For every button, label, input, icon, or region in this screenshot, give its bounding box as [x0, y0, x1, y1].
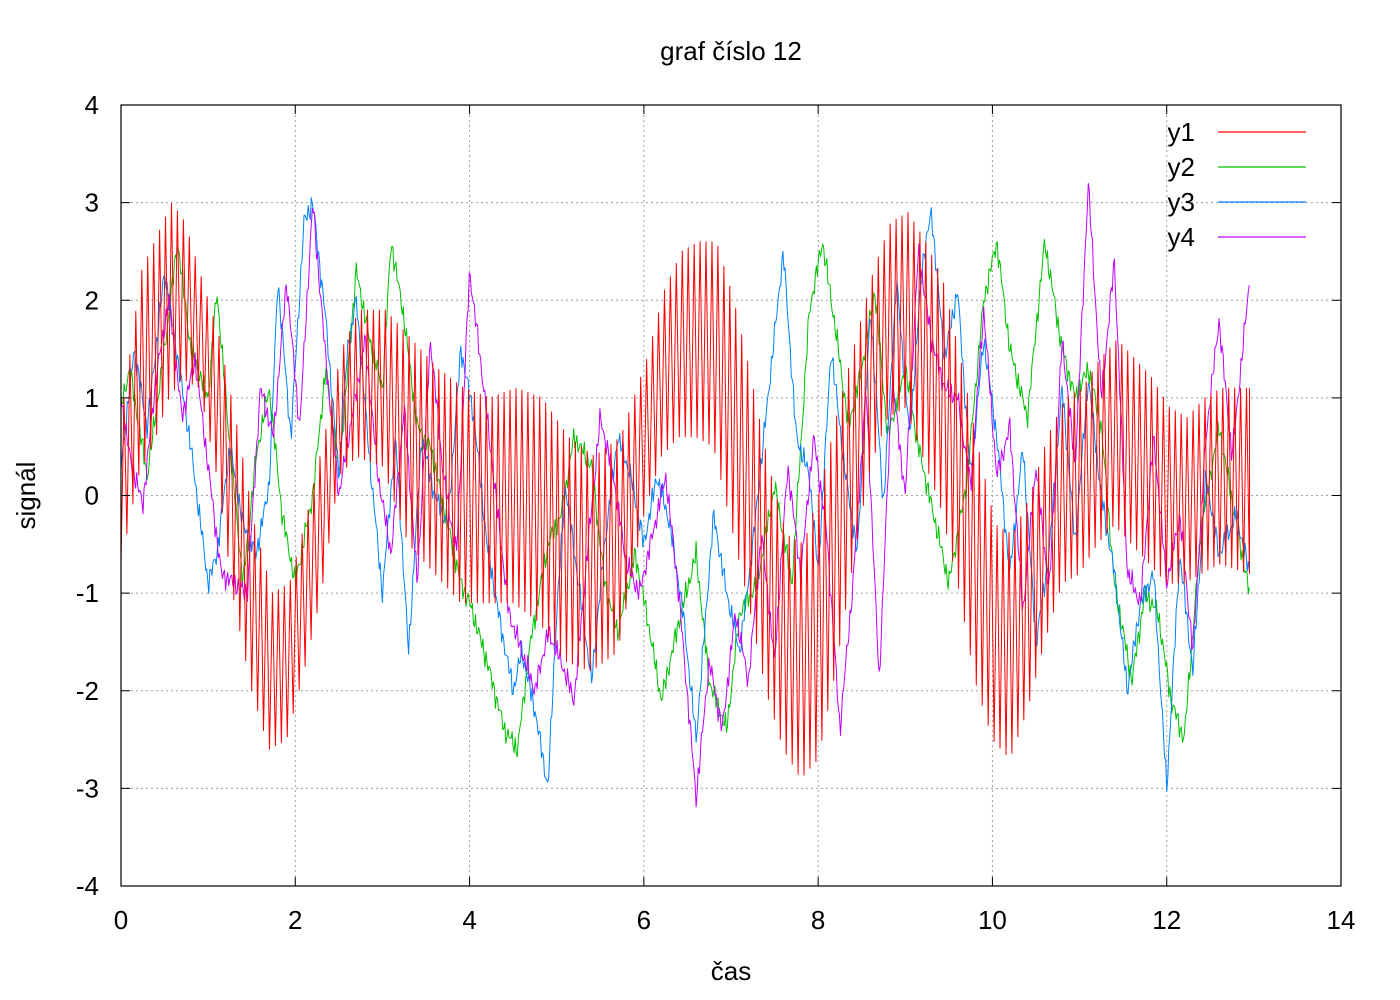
x-tick-label: 8	[811, 905, 825, 935]
series-line-y1	[120, 203, 1250, 776]
y-tick-label: -2	[76, 676, 99, 706]
legend-label-y1: y1	[1168, 117, 1195, 147]
chart-title: graf číslo 12	[660, 36, 802, 66]
legend: y1 y2 y3 y4	[1168, 117, 1306, 252]
series-layer	[120, 182, 1250, 808]
y-tick-label: -3	[76, 773, 99, 803]
y-tick-label: 3	[85, 188, 99, 218]
x-tick-label: 0	[114, 905, 128, 935]
x-tick-label: 4	[462, 905, 476, 935]
series-line-y2	[120, 238, 1250, 758]
x-tick-label: 6	[637, 905, 651, 935]
legend-label-y3: y3	[1168, 187, 1195, 217]
y-tick-label: -4	[76, 871, 99, 901]
series-line-y4	[120, 182, 1250, 808]
x-tick-label: 14	[1327, 905, 1356, 935]
legend-label-y2: y2	[1168, 152, 1195, 182]
legend-label-y4: y4	[1168, 222, 1195, 252]
y-tick-label: 0	[85, 481, 99, 511]
series-line-y3	[120, 197, 1250, 792]
y-tick-label: 1	[85, 383, 99, 413]
y-tick-label: 2	[85, 285, 99, 315]
x-axis-title: čas	[711, 956, 751, 986]
y-tick-label: 4	[85, 90, 99, 120]
x-tick-label: 12	[1152, 905, 1181, 935]
x-tick-label: 2	[288, 905, 302, 935]
y-tick-label: -1	[76, 578, 99, 608]
y-axis-title: signál	[11, 462, 41, 530]
x-tick-label: 10	[978, 905, 1007, 935]
